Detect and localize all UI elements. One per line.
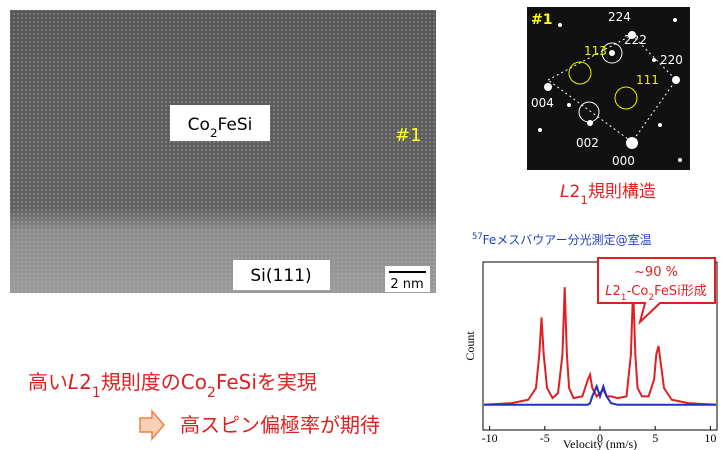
spot-label: 224 <box>608 10 631 24</box>
text-part: FeSi <box>218 115 253 135</box>
subscript: 1 <box>92 385 101 401</box>
spot-label: 004 <box>531 96 554 110</box>
spot-label: 000 <box>612 154 635 168</box>
text-part: L <box>68 370 79 394</box>
text-part: Co <box>188 115 210 135</box>
text-part: 2 <box>613 284 621 299</box>
summary-line: 高いL21規則度のCo2FeSiを実現 <box>28 370 317 401</box>
tem-image: Co2FeSi #1 Si(111) 2 nm <box>10 10 436 293</box>
chart-title: 57Feメスバウアー分光測定@室温 <box>472 231 652 247</box>
spot-label: 222 <box>624 33 647 47</box>
y-axis-label: Count <box>463 331 477 361</box>
sample-id: #1 <box>531 12 552 28</box>
annotation-text: ~90 % <box>634 265 678 280</box>
x-tick-label: -5 <box>540 431 550 445</box>
annotation: ~90 % L21-Co2FeSi形成 <box>598 258 715 322</box>
x-tick-label: 0 <box>597 431 603 445</box>
spot-label: 113 <box>584 44 607 58</box>
spot-label: 220 <box>660 53 683 67</box>
substrate-label: Si(111) <box>250 266 311 286</box>
sample-id: #1 <box>395 125 422 146</box>
x-tick-label: 5 <box>652 431 658 445</box>
text-part: 2 <box>79 370 92 394</box>
summary-line: 高スピン偏極率が期待 <box>180 413 380 437</box>
text-part: L <box>605 284 612 299</box>
text-part: 規則構造 <box>588 182 656 202</box>
x-tick-label: -10 <box>482 431 498 445</box>
spot-label: 111 <box>636 73 659 87</box>
text-part: FeSiを実現 <box>216 370 317 394</box>
text-part: -Co <box>627 284 649 299</box>
caption: L21規則構造 <box>560 182 656 207</box>
subscript: 2 <box>207 385 216 401</box>
superscript: 57 <box>472 231 483 241</box>
text-part: FeSi形成 <box>654 284 707 299</box>
subscript: 1 <box>580 193 588 207</box>
text-part: 2 <box>570 182 581 202</box>
x-tick-label: 10 <box>704 431 716 445</box>
diffraction-pattern: #1 224 222 220 113 111 004 002 000 L21規則… <box>527 7 690 207</box>
scale-bar: 2 nm <box>390 277 423 292</box>
text-part: 高い <box>28 370 68 394</box>
spot-label: 002 <box>576 136 599 150</box>
text-part: Feメスバウアー分光測定@室温 <box>483 232 652 247</box>
series-line <box>484 287 716 405</box>
subscript: 2 <box>210 126 218 140</box>
text-part: 規則度のCo <box>101 370 207 394</box>
text-part: L <box>560 182 569 202</box>
slide: Co2FeSi #1 Si(111) 2 nm #1 224 222 220 1… <box>0 0 727 450</box>
arrow-icon <box>140 411 164 439</box>
